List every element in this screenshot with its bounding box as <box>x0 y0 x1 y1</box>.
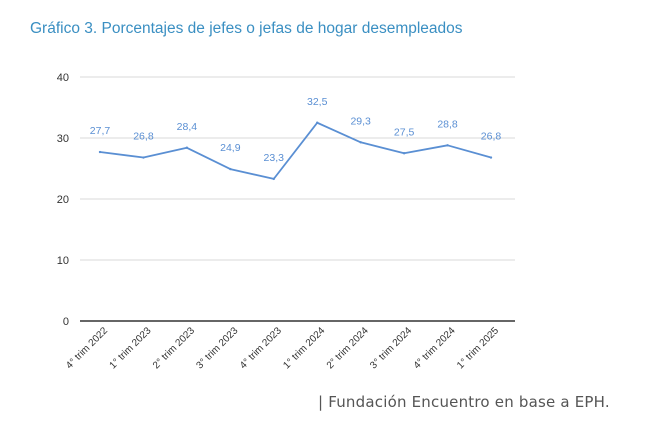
data-label: 23,3 <box>264 152 285 164</box>
data-label: 27,7 <box>90 125 111 137</box>
x-tick-label: 4° trim 2023 <box>238 325 284 371</box>
source-caption: | Fundación Encuentro en base a EPH. <box>318 393 610 411</box>
y-tick-label: 0 <box>63 316 69 328</box>
data-label: 28,4 <box>177 121 198 133</box>
x-tick-label: 1° trim 2024 <box>281 325 327 371</box>
data-label: 29,3 <box>350 115 371 127</box>
y-tick-label: 30 <box>57 133 69 145</box>
data-point <box>402 152 406 155</box>
data-point <box>489 156 493 159</box>
data-label: 26,8 <box>481 131 502 143</box>
grid-lines <box>80 76 515 261</box>
data-label: 26,8 <box>133 131 154 143</box>
x-tick-label: 2° trim 2024 <box>325 325 371 371</box>
data-label: 24,9 <box>220 142 241 154</box>
data-point <box>316 121 319 124</box>
x-tick-label: 4° trim 2022 <box>64 325 110 371</box>
data-point <box>446 144 449 147</box>
x-tick-label: 1° trim 2023 <box>108 325 154 371</box>
data-point <box>98 150 102 154</box>
x-tick-label: 3° trim 2024 <box>368 325 414 371</box>
x-tick-label: 4° trim 2024 <box>412 325 458 371</box>
chart-title: Gráfico 3. Porcentajes de jefes o jefas … <box>30 20 463 37</box>
series-line <box>99 121 492 180</box>
y-tick-label: 10 <box>57 255 69 267</box>
x-tick-label: 1° trim 2025 <box>455 325 501 371</box>
data-label: 32,5 <box>307 96 328 108</box>
x-tick-label: 3° trim 2023 <box>194 325 240 371</box>
data-point <box>272 177 275 181</box>
data-point <box>142 156 145 159</box>
y-tick-label: 40 <box>57 72 69 84</box>
data-labels: 27,7 26,8 28,4 24,9 23,3 32,5 29,3 27,5 28,8 26,8 <box>90 96 502 164</box>
data-label: 27,5 <box>394 126 415 138</box>
series-lines <box>98 121 493 181</box>
y-tick-label: 20 <box>57 194 69 206</box>
data-label: 28,8 <box>437 118 458 130</box>
x-tick-label: 2° trim 2023 <box>151 325 197 371</box>
data-point <box>359 141 362 144</box>
data-point <box>229 167 232 171</box>
data-point <box>185 146 189 149</box>
